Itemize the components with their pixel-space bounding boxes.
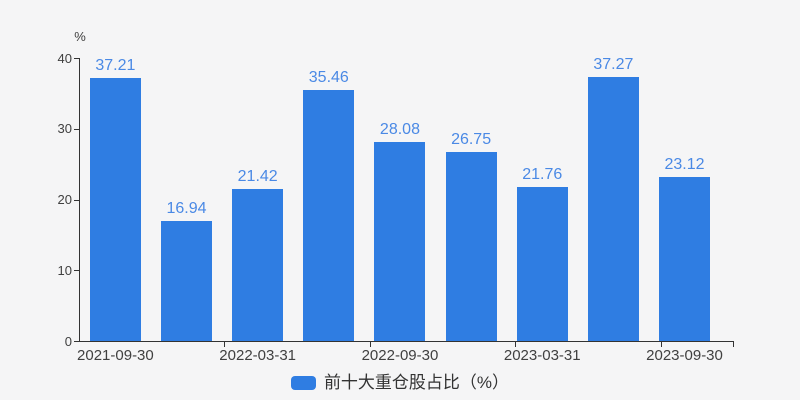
bar[interactable]: [232, 189, 284, 341]
bar-value-label: 26.75: [451, 130, 492, 148]
x-axis-tick-label: 2022-09-30: [361, 347, 439, 364]
y-axis-tick-label: 10: [57, 262, 72, 278]
x-axis-tick-label: 2022-03-31: [219, 347, 297, 364]
bar-value-label: 21.42: [237, 168, 278, 186]
bar-value-label: 37.27: [593, 56, 634, 74]
bar[interactable]: [161, 221, 213, 341]
x-axis-tick: [369, 342, 371, 347]
legend-swatch-icon: [290, 376, 316, 390]
bar[interactable]: [89, 77, 141, 341]
x-axis-tick: [733, 342, 734, 347]
y-axis-tick-label: 20: [57, 192, 72, 207]
bar[interactable]: [445, 151, 497, 341]
y-axis-tick: [74, 128, 79, 130]
bar-value-label: 28.08: [379, 121, 420, 139]
bar-value-label: 35.46: [308, 69, 349, 87]
x-axis-line: [79, 341, 734, 342]
bar-value-label: 16.94: [166, 200, 207, 218]
y-axis-tick: [74, 199, 79, 201]
y-axis-tick: [74, 58, 79, 59]
bar-value-label: 21.76: [522, 166, 563, 184]
x-axis-tick: [515, 342, 516, 347]
bar[interactable]: [659, 177, 711, 341]
bar[interactable]: [587, 77, 639, 341]
legend-label: 前十大重仓股占比（%）: [323, 373, 510, 392]
bar-value-label: 37.21: [95, 56, 136, 74]
bar-value-label: 23.12: [664, 156, 705, 174]
x-axis-tick: [224, 342, 225, 347]
bar[interactable]: [516, 187, 568, 341]
x-axis-tick-label: 2021-09-30: [77, 347, 154, 364]
y-axis-tick: [74, 270, 79, 272]
y-axis-line: [79, 58, 80, 342]
y-axis-tick: [74, 341, 79, 342]
y-axis-tick-label: 0: [64, 333, 72, 349]
x-axis-tick-label: 2023-09-30: [646, 347, 723, 364]
x-axis-tick: [660, 342, 662, 347]
x-axis-tick-label: 2023-03-31: [503, 347, 581, 364]
bar[interactable]: [374, 142, 426, 341]
bar[interactable]: [303, 90, 355, 341]
y-axis-tick-label: 30: [57, 121, 72, 137]
y-axis-unit-label: %: [74, 29, 86, 44]
legend-item[interactable]: 前十大重仓股占比（%）: [0, 373, 800, 393]
y-axis-tick-label: 40: [57, 50, 72, 66]
